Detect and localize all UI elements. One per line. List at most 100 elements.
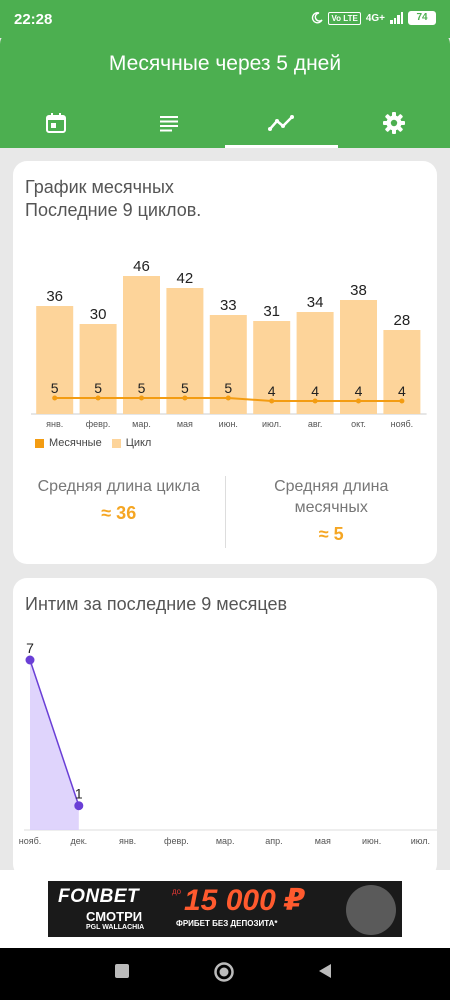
- x-tick-label: июн.: [362, 836, 381, 846]
- cycle-value-label: 31: [263, 303, 280, 320]
- period-value-label: 4: [398, 383, 406, 399]
- intimacy-point: [74, 801, 84, 811]
- average-stats: Средняя длина цикла ≈ 36 Средняя длина м…: [13, 476, 437, 551]
- network-label: 4G+: [365, 12, 385, 24]
- avg-period-value: ≈ 5: [318, 524, 344, 544]
- avg-period-stat: Средняя длина месячных ≈ 5: [226, 476, 438, 551]
- cycle-value-label: 36: [46, 288, 63, 305]
- x-tick-label: авг.: [308, 419, 322, 429]
- ad-logo-icon: [346, 885, 396, 935]
- intimacy-value-label: 1: [75, 786, 83, 802]
- system-nav-bar: [0, 948, 450, 1000]
- avg-cycle-label: Средняя длина цикла: [37, 478, 200, 495]
- ad-prefix: до: [172, 887, 182, 896]
- x-tick-label: нояб.: [391, 419, 414, 429]
- legend-period: Месячные: [35, 437, 102, 449]
- avg-cycle-value: ≈ 36: [101, 503, 137, 523]
- app-title: Месячные через 5 дней: [108, 52, 342, 75]
- period-point: [225, 395, 231, 401]
- home-button[interactable]: [213, 961, 235, 983]
- cycle-value-label: 46: [133, 258, 150, 275]
- intimacy-point: [25, 655, 35, 665]
- gear-icon: [382, 112, 405, 134]
- cycle-bar: [340, 300, 377, 414]
- ad-banner[interactable]: FONBET СМОТРИ PGL WALLACHIA до 15 000 ₽ …: [48, 881, 402, 937]
- period-value-label: 5: [224, 380, 232, 396]
- cycle-value-label: 34: [307, 294, 324, 311]
- cycle-chart-title-line1: График месячных: [25, 177, 174, 197]
- x-tick-label: июл.: [411, 836, 430, 846]
- cycle-value-label: 30: [90, 306, 107, 323]
- battery-icon: 74: [408, 11, 436, 25]
- period-point: [356, 398, 361, 404]
- signal-icon: [390, 12, 403, 24]
- moon-icon: [312, 12, 324, 24]
- x-tick-label: мая: [315, 836, 331, 846]
- period-point: [399, 398, 405, 404]
- period-value-label: 5: [138, 380, 146, 396]
- period-point: [52, 395, 58, 401]
- x-tick-label: мар.: [132, 419, 151, 429]
- cycle-value-label: 33: [220, 297, 237, 314]
- cycle-chart-subtitle: Последние 9 циклов.: [25, 200, 202, 220]
- x-tick-label: апр.: [265, 836, 282, 846]
- x-tick-label: окт.: [351, 419, 366, 429]
- cycle-value-label: 38: [350, 282, 367, 299]
- avg-period-label: Средняя длина месячных: [274, 478, 389, 516]
- tab-charts[interactable]: [225, 98, 338, 148]
- legend-cycle: Цикл: [111, 437, 152, 449]
- chart-legend: Месячные Цикл: [35, 437, 151, 449]
- x-tick-label: дек.: [70, 836, 87, 846]
- tab-settings[interactable]: [338, 98, 450, 148]
- ad-event: PGL WALLACHIA: [86, 924, 145, 931]
- tab-calendar[interactable]: [0, 98, 113, 148]
- x-tick-label: нояб.: [19, 836, 42, 846]
- period-value-label: 5: [94, 380, 102, 396]
- back-button[interactable]: [316, 962, 334, 980]
- app-bar: Месячные через 5 дней: [0, 32, 450, 148]
- cycle-bar: [166, 288, 204, 414]
- period-value-label: 4: [355, 383, 363, 399]
- x-tick-label: мар.: [216, 836, 235, 846]
- status-time: 22:28: [14, 11, 53, 28]
- recent-apps-button[interactable]: [113, 962, 131, 980]
- intimacy-area-chart: нояб. дек. янв. февр. мар. апр. мая июн. июл. 7 1: [19, 640, 437, 846]
- x-tick-label: февр.: [86, 419, 111, 429]
- cycle-chart-title: График месячных Последние 9 циклов.: [25, 176, 201, 222]
- ad-amount: 15 000 ₽: [184, 884, 305, 917]
- period-value-label: 4: [311, 383, 319, 399]
- tab-bar: [0, 98, 450, 148]
- period-point: [312, 398, 318, 404]
- x-tick-label: июл.: [262, 419, 281, 429]
- calendar-icon: [46, 113, 67, 133]
- x-tick-label: мая: [177, 419, 193, 429]
- intimacy-line: [29, 659, 80, 806]
- cycle-bar-chart: 36 янв. 30 февр. 46 мар. 42 мая 33 июн. 31 июл. 34 ав…: [31, 258, 427, 429]
- period-value-label: 5: [181, 380, 189, 396]
- status-bar: 22:28 Vo LTE 4G+ 74: [0, 0, 450, 38]
- period-value-label: 4: [268, 383, 276, 399]
- volte-badge: Vo LTE: [328, 11, 361, 25]
- period-value-label: 5: [51, 380, 59, 396]
- status-icons: Vo LTE 4G+ 74: [311, 11, 436, 25]
- cycle-value-label: 42: [177, 270, 194, 287]
- cycle-bar: [296, 312, 334, 414]
- notes-icon: [159, 116, 178, 132]
- legend-period-swatch: [35, 438, 44, 448]
- legend-cycle-label: Цикл: [125, 437, 152, 449]
- period-point: [182, 395, 188, 401]
- ad-watch: СМОТРИ: [86, 909, 143, 924]
- stats-divider: [224, 476, 226, 548]
- cycle-value-label: 28: [394, 312, 411, 329]
- intimacy-area: [30, 660, 79, 830]
- period-point: [139, 395, 144, 401]
- x-tick-label: янв.: [46, 419, 63, 429]
- tab-notes[interactable]: [113, 98, 226, 148]
- ad-brand: FONBET: [58, 886, 140, 907]
- legend-cycle-swatch: [111, 438, 121, 448]
- avg-cycle-stat: Средняя длина цикла ≈ 36: [13, 476, 225, 551]
- trend-chart-icon: [268, 115, 295, 131]
- ad-offer: ФРИБЕТ БЕЗ ДЕПОЗИТА*: [176, 919, 278, 928]
- x-tick-label: июн.: [219, 419, 238, 429]
- x-tick-label: янв.: [119, 836, 136, 846]
